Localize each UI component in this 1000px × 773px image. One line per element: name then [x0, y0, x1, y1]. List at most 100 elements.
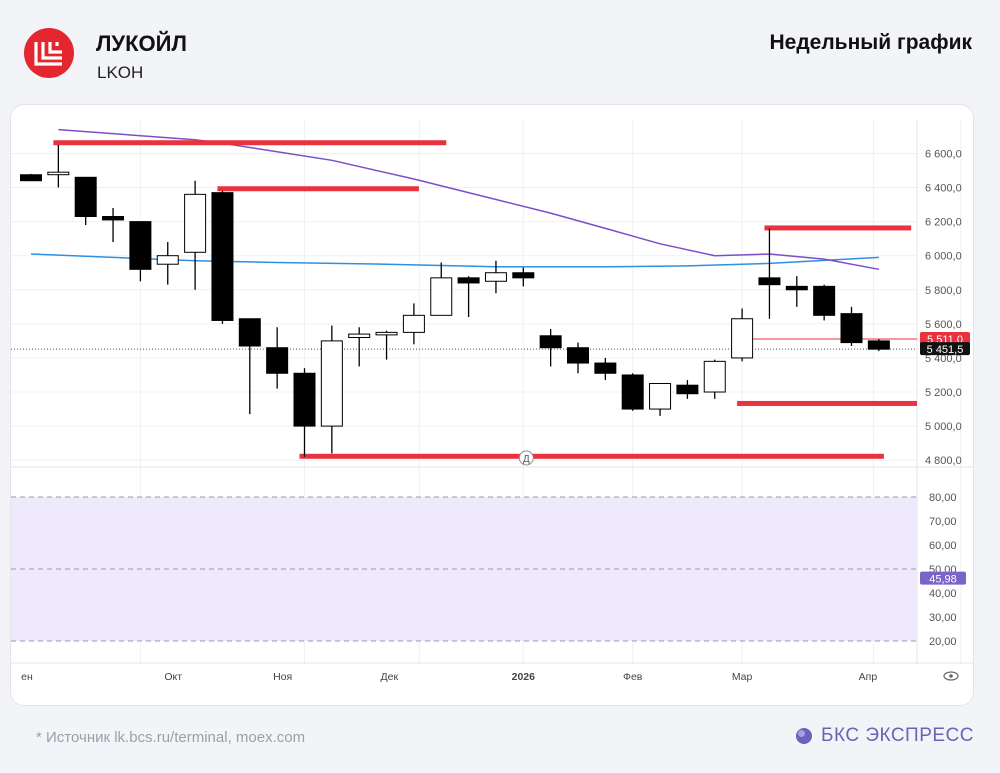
rsi-tick-label: 20,00	[929, 636, 957, 648]
time-axis: ен Окт Ноя Дек 2026 Фев Мар Апр	[21, 671, 877, 683]
candle	[512, 267, 535, 287]
price-tick-label: 5 200,0	[925, 387, 962, 399]
price-chart[interactable]: Д 6 600,0 6 400,0 6 200,0 6 000,0 5 800,0 5 60…	[11, 105, 973, 705]
time-tick-label: 2026	[512, 671, 536, 683]
candle	[785, 276, 808, 307]
last-price-tag: 5 451,5	[920, 342, 970, 356]
candle	[47, 144, 70, 188]
chart-period-title: Недельный график	[769, 31, 972, 54]
candle	[129, 221, 152, 282]
candle-body	[238, 318, 261, 347]
candle	[293, 368, 316, 457]
visibility-icon-pupil	[949, 674, 953, 678]
time-tick-label: Апр	[859, 671, 878, 683]
candle-body	[512, 272, 535, 279]
candle	[211, 190, 234, 324]
company-name: ЛУКОЙЛ	[96, 31, 187, 56]
candles	[20, 144, 890, 457]
time-tick-label: Дек	[381, 671, 399, 683]
candle-body	[457, 277, 480, 284]
candle-body	[539, 335, 562, 349]
brand-name: БКС ЭКСПРЕСС	[821, 725, 974, 746]
rsi-tick-label: 80,00	[929, 492, 957, 504]
candle-body	[402, 314, 425, 333]
time-tick-label: Фев	[623, 671, 643, 683]
candle	[430, 262, 453, 316]
candle-body	[867, 340, 890, 350]
chart-card: Д 6 600,0 6 400,0 6 200,0 6 000,0 5 800,0 5 60…	[10, 104, 974, 706]
price-tick-label: 6 000,0	[925, 251, 962, 263]
price-tick-label: 6 600,0	[925, 148, 962, 160]
price-tick-label: 5 000,0	[925, 421, 962, 433]
ma-purple-line	[58, 128, 880, 271]
candle	[156, 242, 179, 285]
candle	[102, 207, 125, 243]
price-tick-label: 5 600,0	[925, 319, 962, 331]
price-tick-label: 4 800,0	[925, 455, 962, 467]
last-price-tag-box	[920, 342, 970, 356]
candle-body	[758, 277, 781, 286]
candle-body	[785, 285, 808, 291]
candle-body	[484, 272, 507, 282]
candle	[867, 339, 890, 352]
candle	[649, 383, 672, 416]
candle-body	[293, 372, 316, 427]
candle	[594, 357, 617, 381]
support-resistance-level	[299, 453, 884, 459]
candle-body	[649, 383, 672, 410]
level-price-tag-box	[920, 332, 970, 346]
rsi-tick-label: 70,00	[929, 516, 957, 528]
candle	[758, 228, 781, 319]
price-tick-label: 5 800,0	[925, 285, 962, 297]
time-tick-label: Мар	[732, 671, 753, 683]
candle	[703, 359, 726, 399]
rsi-pane	[11, 496, 917, 642]
lukoil-logo	[24, 28, 74, 78]
candle-body	[20, 174, 42, 182]
price-tick-label: 6 200,0	[925, 217, 962, 229]
candle	[402, 303, 425, 345]
candle-body	[102, 216, 125, 221]
candle-body	[676, 384, 699, 395]
support-resistance-level	[737, 400, 917, 406]
candle	[74, 176, 97, 226]
candle	[731, 308, 754, 362]
support-resistance-level	[53, 140, 447, 146]
candle-body	[840, 313, 863, 344]
price-axis: 6 600,0 6 400,0 6 200,0 6 000,0 5 800,0 5 600…	[920, 148, 970, 467]
candle-body	[74, 176, 97, 217]
rsi-tick-label: 30,00	[929, 612, 957, 624]
candle-body	[47, 171, 70, 176]
visibility-icon-outline	[943, 671, 959, 681]
candle-body	[320, 340, 343, 427]
candle	[676, 380, 699, 399]
candle-body	[813, 285, 836, 316]
candle-body	[594, 362, 617, 374]
candle-body	[266, 347, 289, 374]
candle	[375, 330, 398, 360]
candle	[840, 306, 863, 347]
candle-body	[211, 192, 234, 321]
time-tick-label: Окт	[164, 671, 182, 683]
plot-area: Д	[11, 128, 917, 588]
candle	[184, 180, 207, 290]
rsi-tick-label: 60,00	[929, 540, 957, 552]
rsi-tick-label: 40,00	[929, 588, 957, 600]
rsi-value-tag-box	[920, 571, 966, 585]
candle	[457, 276, 480, 318]
time-tick-label: ен	[21, 671, 33, 683]
candle-body	[567, 347, 589, 364]
dividend-marker-label: Д	[523, 454, 530, 465]
candle-body	[375, 331, 398, 336]
candle-body	[731, 318, 754, 359]
visibility-icon	[943, 671, 959, 681]
price-tick-label: 5 400,0	[925, 353, 962, 365]
candle	[266, 327, 289, 389]
rsi-value-tag: 45,98	[920, 571, 966, 586]
price-tick-label: 6 400,0	[925, 183, 962, 195]
support-resistance-level	[764, 225, 912, 231]
candle-body	[621, 374, 644, 410]
candle-body	[348, 333, 371, 338]
last-price-tag-text: 5 451,5	[927, 344, 964, 356]
